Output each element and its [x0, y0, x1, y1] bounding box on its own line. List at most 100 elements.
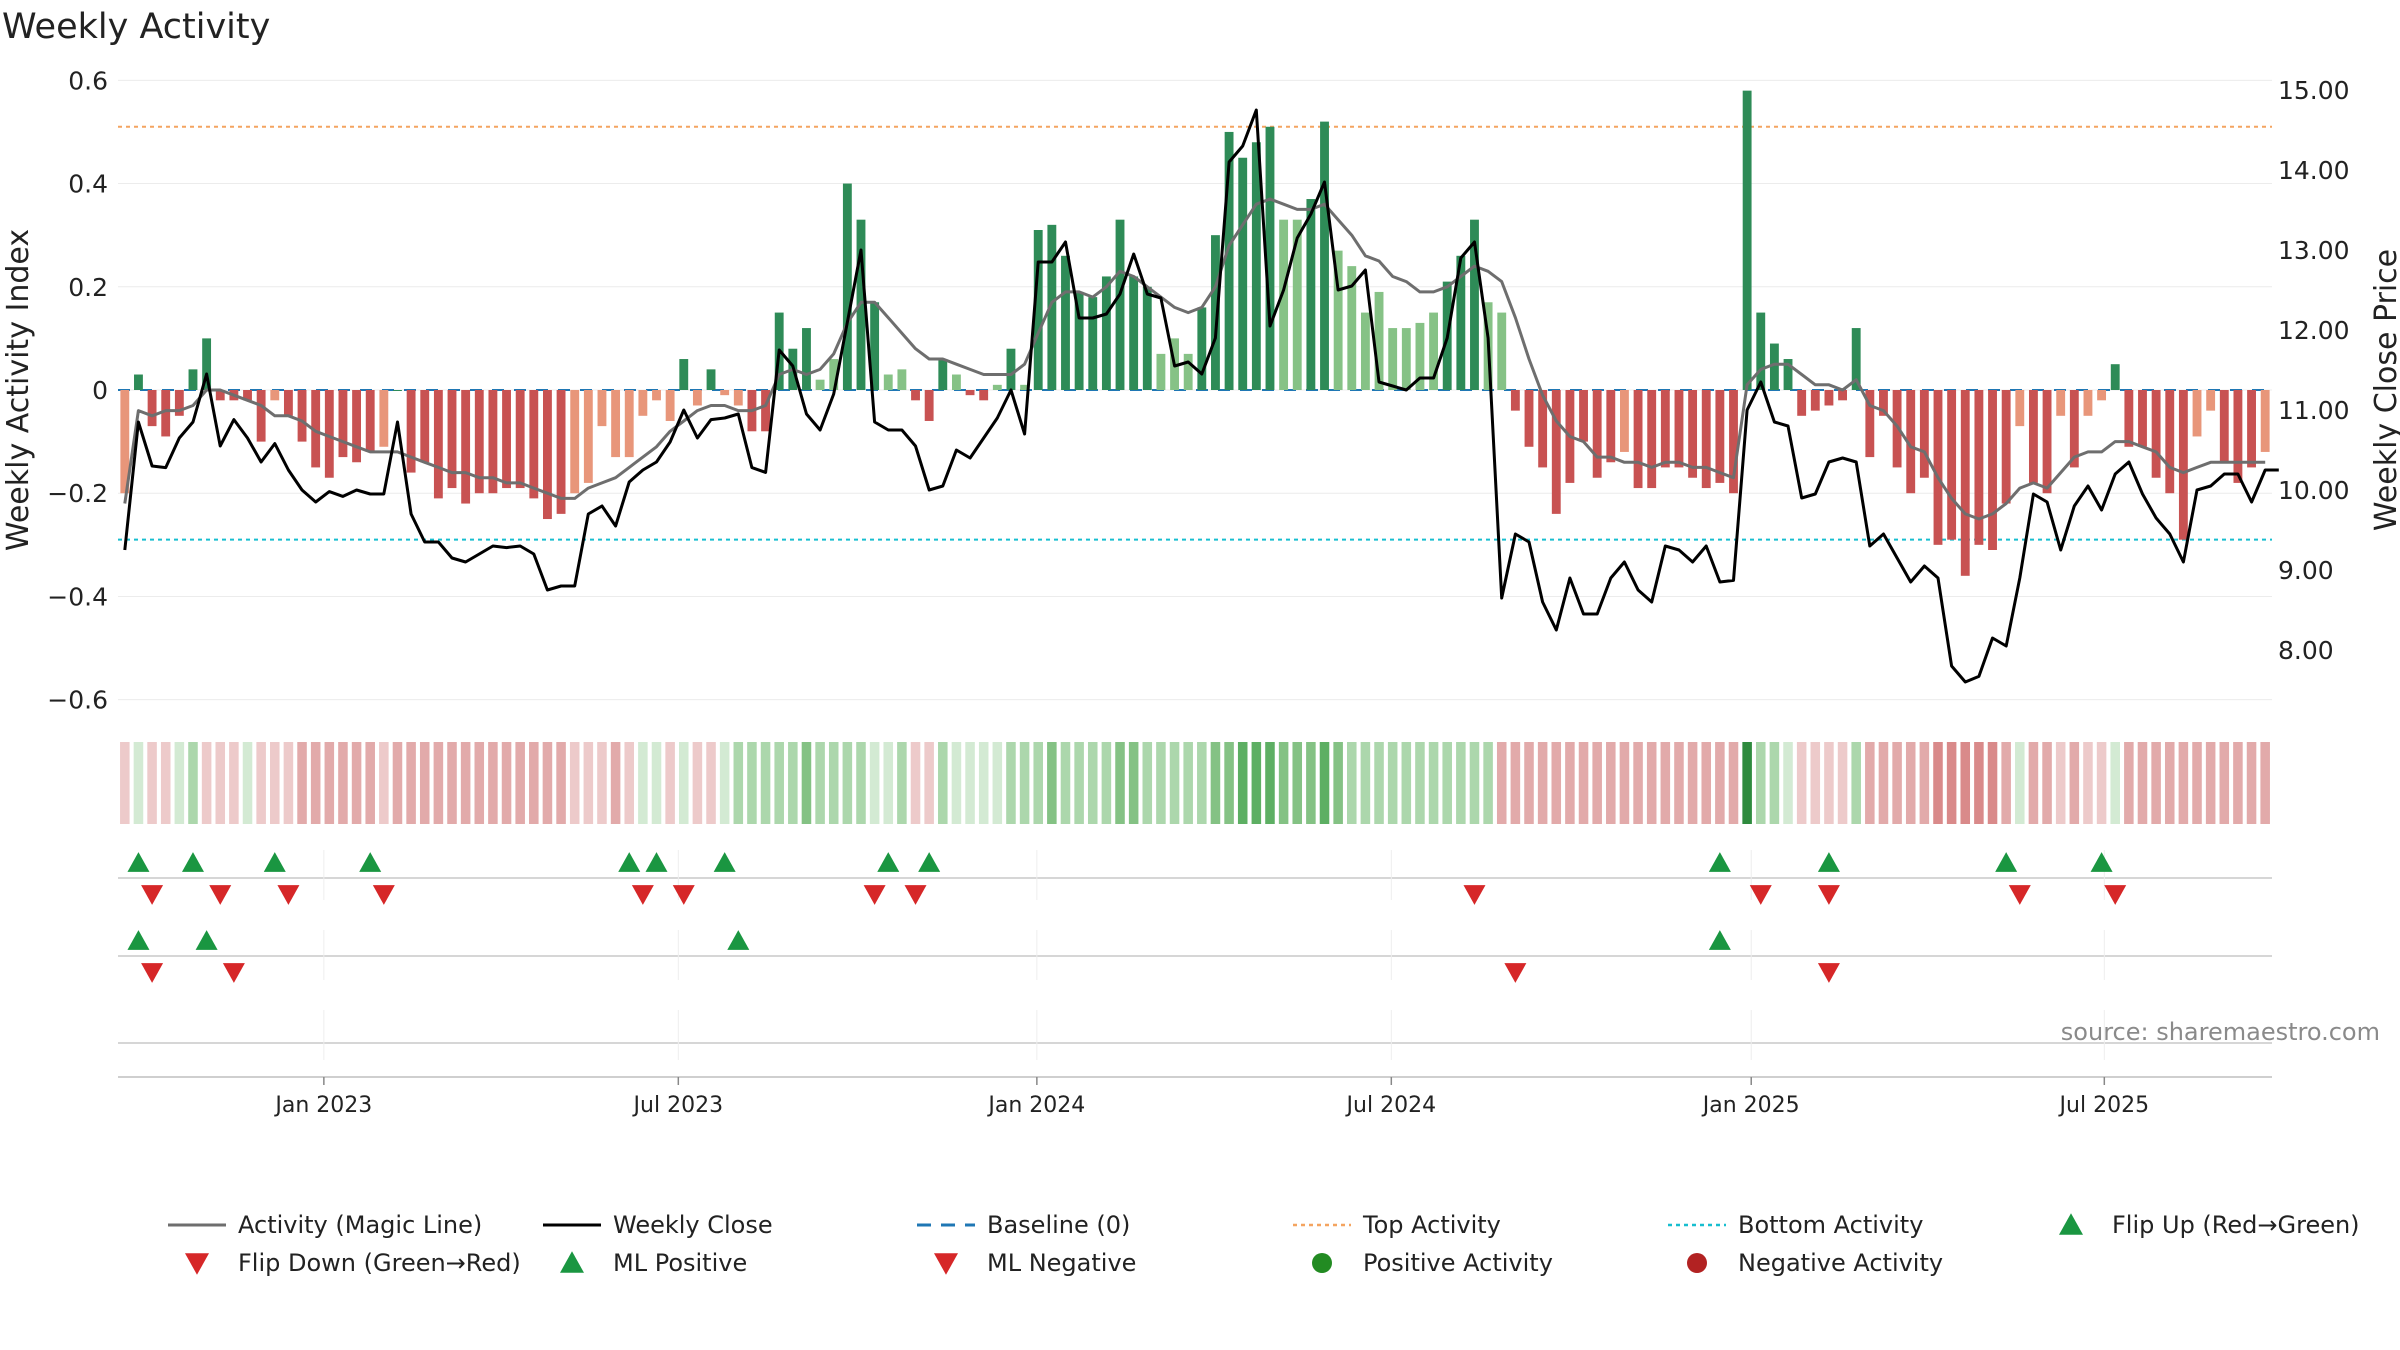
heat-cell [1646, 742, 1657, 824]
activity-bar [911, 390, 920, 401]
heat-cell [828, 742, 839, 824]
activity-bar [733, 390, 743, 406]
activity-bar [611, 390, 621, 458]
activity-bar [652, 390, 661, 401]
heat-cell [951, 742, 962, 824]
heat-cell [447, 742, 457, 824]
activity-bar [1047, 224, 1057, 390]
flip-up-marker [195, 930, 218, 950]
ml-positive-marker [877, 852, 900, 872]
heat-cell [474, 742, 485, 824]
activity-bar [161, 390, 171, 437]
activity-bar [1879, 390, 1888, 416]
heat-cell [665, 742, 675, 824]
heat-cell [1606, 742, 1616, 824]
activity-bar [1647, 390, 1657, 489]
heat-cell [419, 742, 430, 824]
activity-bar [174, 390, 184, 416]
heat-cell [1251, 742, 1262, 824]
heat-cell [515, 742, 525, 824]
heat-cell [869, 742, 880, 824]
heat-cell [1019, 742, 1030, 824]
activity-bar [1906, 390, 1916, 494]
heat-cell [1578, 742, 1589, 824]
activity-bar [1769, 343, 1779, 390]
heat-cell [1974, 742, 1984, 824]
x-tick-label: Jan 2023 [273, 1093, 372, 1118]
ml-negative-marker [1463, 885, 1486, 905]
activity-bar [529, 390, 539, 499]
y-tick-label: −0.2 [47, 479, 108, 508]
heat-cell [1101, 742, 1112, 824]
activity-bar [1865, 390, 1875, 458]
activity-bar [1838, 390, 1847, 401]
heat-cell [2028, 742, 2039, 824]
heat-cell [583, 742, 594, 824]
activity-bar [1142, 286, 1152, 390]
activity-bar [1251, 142, 1261, 390]
heat-cell [1278, 742, 1289, 824]
heat-cell [1537, 742, 1548, 824]
heat-cell [501, 742, 512, 824]
flip-up-marker [1708, 930, 1731, 950]
heat-cell [2164, 742, 2175, 824]
heat-cell [2205, 742, 2216, 824]
y-tick-label: −0.6 [47, 686, 108, 715]
heat-cell [597, 742, 607, 824]
activity-bar [1660, 390, 1670, 468]
heat-cell [719, 742, 730, 824]
heat-cell [2192, 742, 2202, 824]
magic-line [123, 197, 2266, 521]
heat-cell [1237, 742, 1248, 824]
heat-cell [242, 742, 253, 824]
activity-bar [1497, 312, 1507, 390]
heat-cell [270, 742, 280, 824]
activity-bar [2001, 390, 2011, 504]
activity-bar [1742, 90, 1752, 390]
heat-cell [2083, 742, 2093, 824]
legend-item-bottom: Bottom Activity [1668, 1211, 1923, 1239]
activity-bar [406, 390, 416, 473]
activity-bar [1360, 312, 1370, 390]
heat-cell [1087, 742, 1098, 824]
ml-negative-marker [904, 885, 927, 905]
source-credit: source: sharemaestro.com [2061, 1018, 2380, 1046]
heat-cell [610, 742, 621, 824]
heat-cell [1033, 742, 1043, 824]
heat-cell [215, 742, 226, 824]
activity-bar [1006, 348, 1016, 390]
heat-cell [910, 742, 921, 824]
activity-bar [488, 390, 498, 494]
heat-cell [1769, 742, 1780, 824]
ml-negative-marker [277, 885, 300, 905]
activity-bar [515, 390, 525, 489]
heat-cell [406, 742, 416, 824]
y-tick-label: 0.6 [68, 66, 108, 95]
heat-cell [1565, 742, 1575, 824]
heat-cell [1047, 742, 1057, 824]
heat-cell [174, 742, 185, 824]
activity-bars [120, 90, 2270, 576]
activity-bar [1347, 266, 1357, 390]
heat-cell [1592, 742, 1602, 824]
heat-cell [1728, 742, 1739, 824]
heat-cell [556, 742, 566, 824]
legend-label: Flip Up (Red→Green) [2112, 1211, 2360, 1239]
heat-cell [1306, 742, 1316, 824]
activity-bar [1456, 255, 1466, 390]
heat-cell [1715, 742, 1725, 824]
heat-cell [2260, 742, 2270, 824]
legend-label: ML Negative [987, 1249, 1136, 1277]
activity-bar [393, 390, 402, 391]
heat-cell [1347, 742, 1357, 824]
activity-bar [1633, 390, 1643, 489]
heat-cell [488, 742, 498, 824]
legend-label: Activity (Magic Line) [238, 1211, 482, 1239]
activity-bar [243, 390, 252, 401]
activity-bar [324, 390, 334, 478]
heat-cell [978, 742, 989, 824]
activity-bar [897, 369, 907, 390]
heat-cell [365, 742, 375, 824]
y-axis-left: 0.6 0.4 0.2 0 −0.2 −0.4 −0.6 [47, 66, 108, 714]
activity-bar [1320, 121, 1329, 390]
